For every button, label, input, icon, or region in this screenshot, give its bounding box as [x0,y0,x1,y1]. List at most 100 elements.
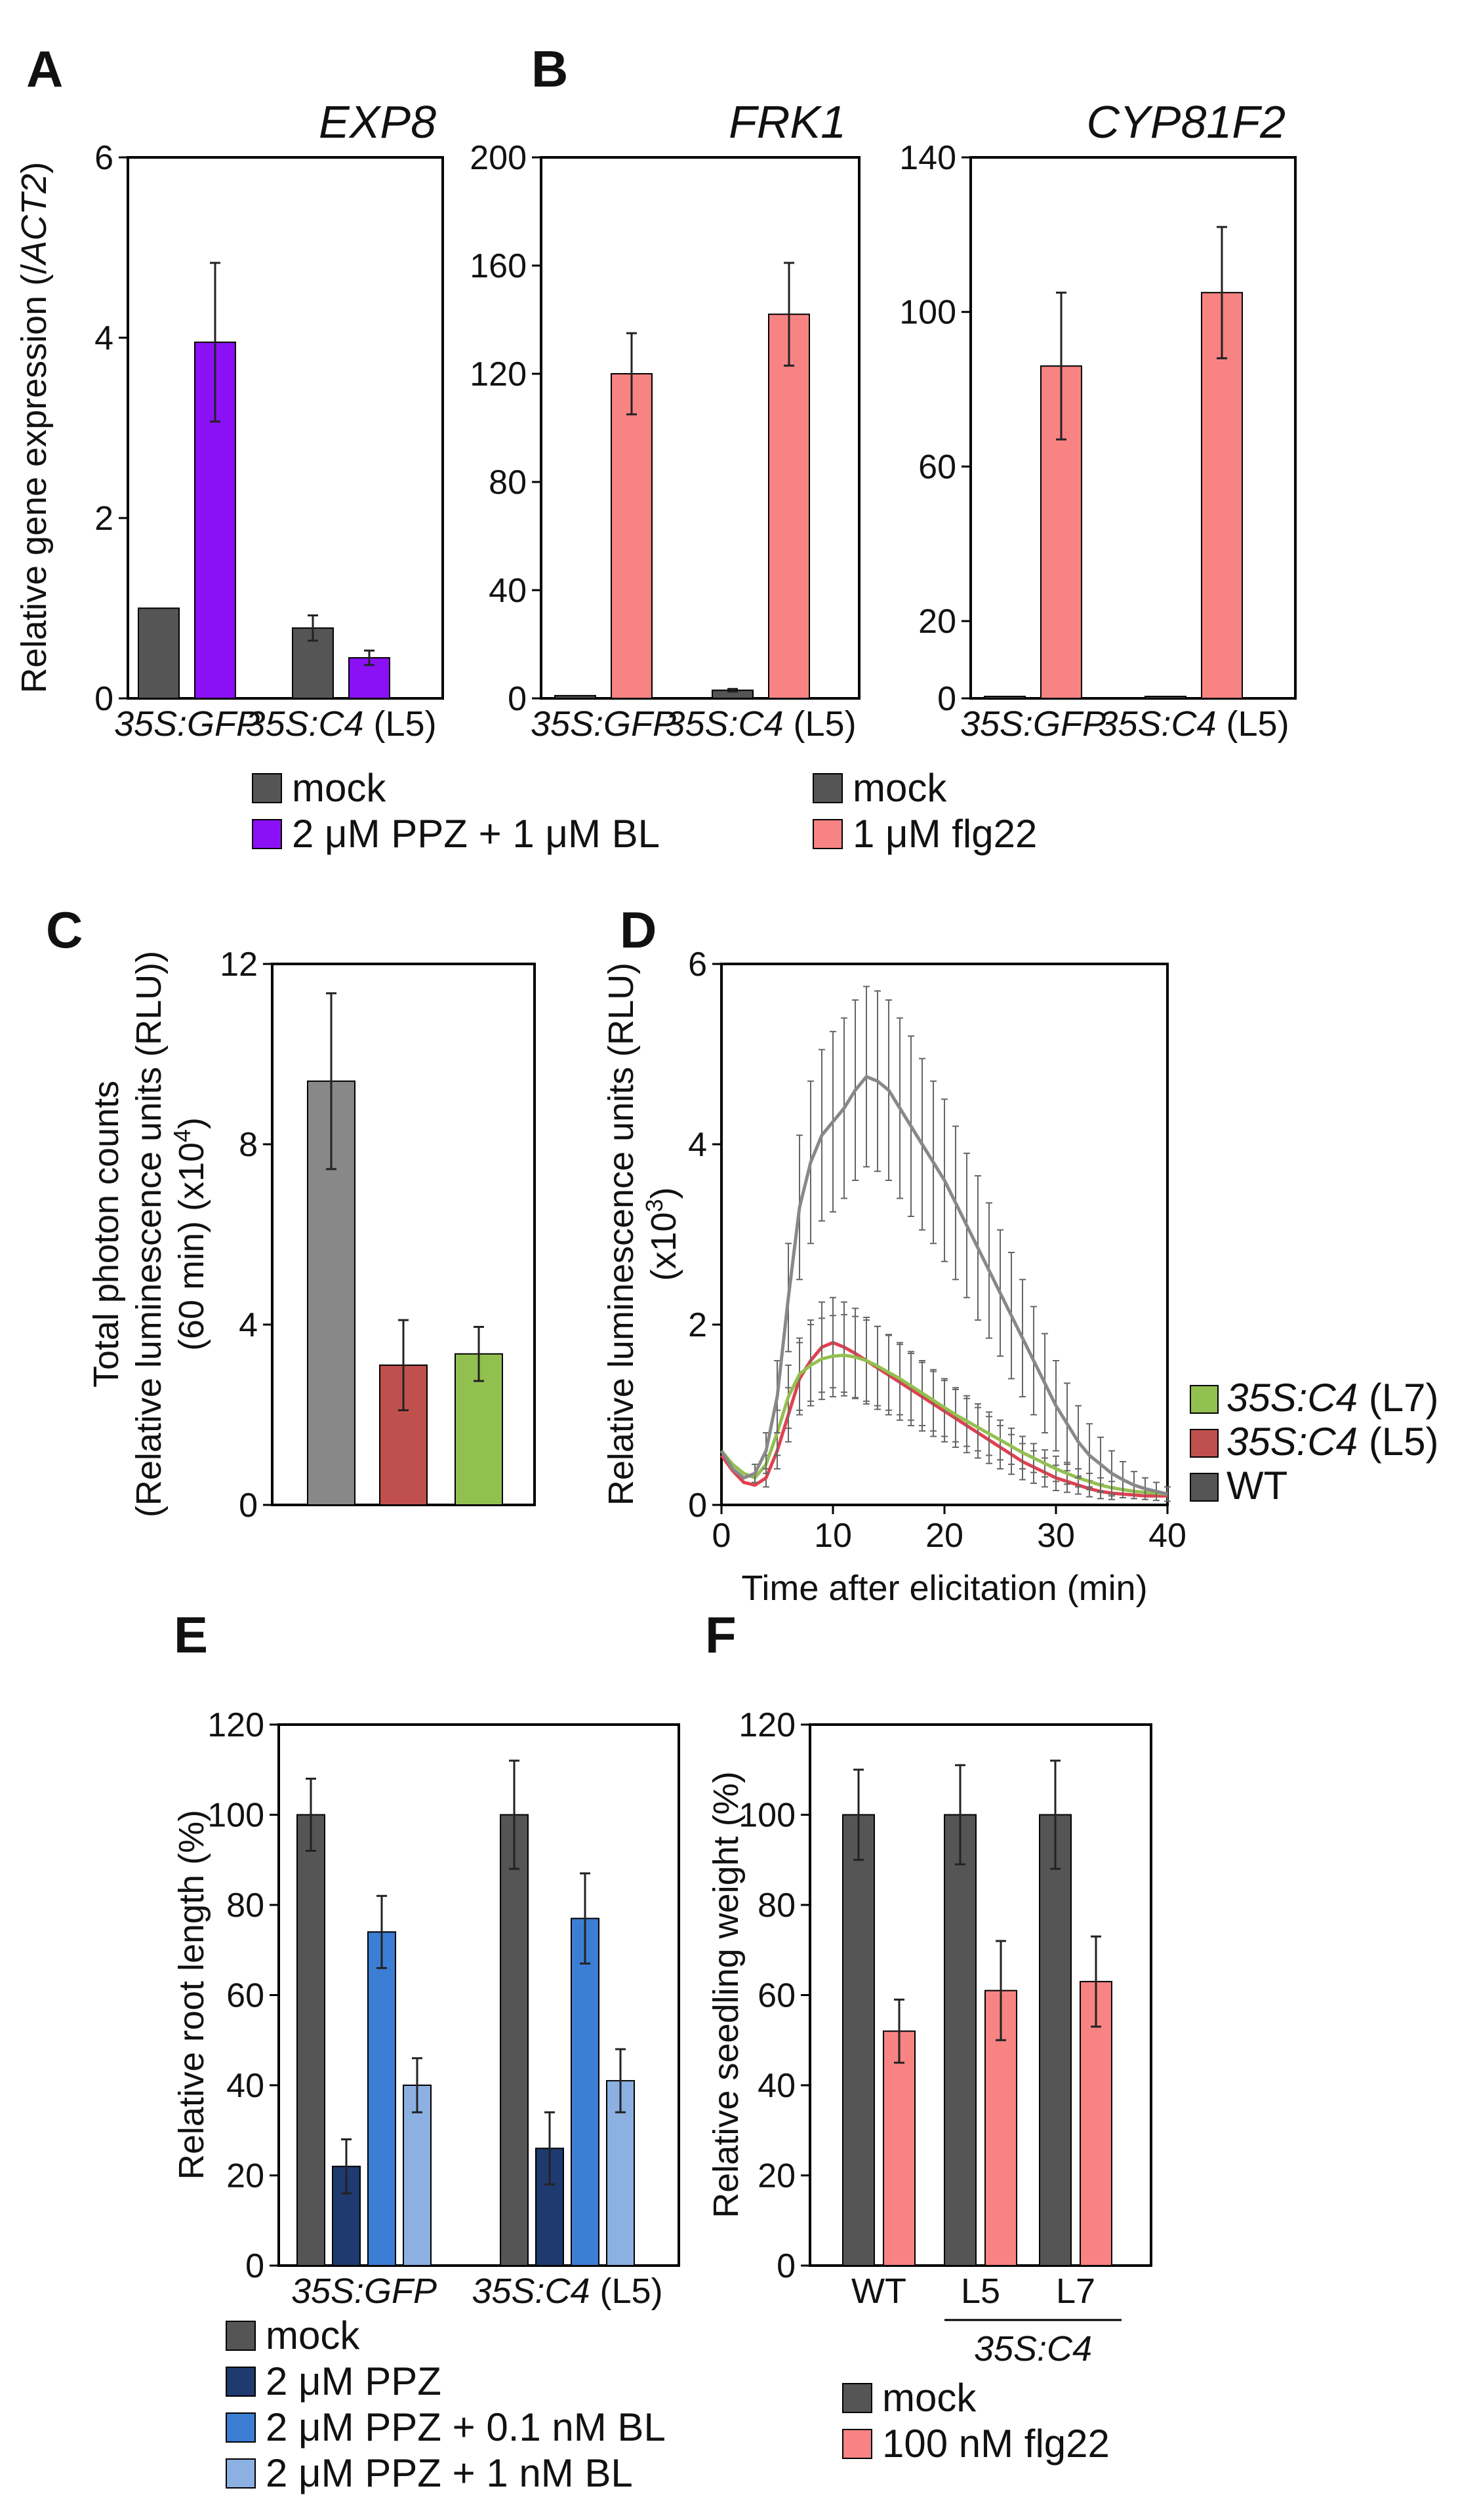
error-bar [996,1940,1006,2041]
legend-swatch-mock [842,2383,872,2413]
x-category-label: 35S:C4 (L5) [1098,704,1289,744]
y-tick-label: 0 [508,680,527,718]
legend-a: mock 2 μM PPZ + 1 μM BL [252,766,660,856]
error-bar [894,1998,904,2064]
y-tick-label: 4 [94,319,113,357]
error-bar [474,1325,484,1382]
legend-swatch-ppz-bl [252,819,282,849]
y-tick-label: 8 [239,1126,258,1164]
y-tick-label: 160 [470,247,527,285]
error-bar [306,1778,316,1852]
legend-label-mock: mock [266,2313,360,2357]
y-tick-label: 40 [489,572,527,610]
error-bar [509,1759,519,1870]
y-tick-label: 2 [688,1306,707,1344]
legend-swatch-mock [813,773,843,803]
x-category-label: WT [851,2271,906,2311]
legend-swatch-flg22 [813,819,843,849]
chart-a-exp8: EXP8 Relative gene expression (/ACT2) 35… [14,96,444,744]
chart-b-cyp81f2: CYP81F2 35S:GFP 35S:C4 (L5) 0 20 60 100 140 [899,96,1297,744]
x-tick-label: 20 [925,1517,963,1555]
bar-mock [944,1814,977,2266]
error-bar [626,332,637,416]
error-bar [1091,1935,1101,2028]
y-tick-label: 20 [758,2157,796,2195]
legend-label-mock: mock [882,2376,977,2420]
legend-label-mock: mock [853,766,947,810]
chart-f-seedling-weight: Relative seedling weight (%) WT L5 L7 35… [706,1706,1152,2466]
x-tick-label: 10 [814,1517,852,1555]
y-tick-label: 20 [918,603,956,641]
legend-swatch-wt [1190,1473,1219,1502]
error-bar [784,262,794,367]
x-category-label: 35S:C4 (L5) [665,704,856,744]
bar-mock [138,607,180,699]
bar-mock [1145,696,1186,700]
x-tick-label: 30 [1037,1517,1075,1555]
y-tick-label: 120 [739,1706,796,1744]
bar-1-m-flg22 [768,313,810,699]
legend-swatch-mock [252,773,282,803]
error-bar [1217,226,1227,359]
chart-e-root-length: Relative root length (%) 35S:GFP 35S:C4 … [172,1706,680,2495]
y-tick-label: 100 [207,1797,264,1835]
legend-label-mock: mock [292,766,386,810]
legend-swatch-l5 [1190,1429,1219,1458]
y-tick-label: 60 [918,448,956,486]
y-tick-label: 6 [688,946,707,984]
x-category-label: 35S:GFP [531,704,676,744]
y-tick-label: 120 [470,355,527,393]
error-bar [398,1319,409,1412]
bar-mock [554,694,596,699]
error-bar [580,1872,590,1965]
error-bar [364,649,375,666]
legend-label-l7: 35S:C4 (L7) [1226,1376,1439,1420]
bar-mock [296,1814,325,2266]
bar-mock [984,696,1026,700]
y-tick-label: 60 [758,1977,796,2015]
y-tick-label: 0 [688,1487,707,1525]
y-tick-label: 0 [245,2247,264,2285]
bar-2-m-ppz-0-1-nm-bl [571,1917,599,2266]
panel-letter-d: D [620,901,657,959]
error-bar [210,262,220,423]
panel-letter-e: E [174,1606,208,1664]
panel-letter-c: C [46,901,83,959]
error-bar [341,2138,352,2195]
y-tick-label: 0 [94,680,113,718]
legend-label-wt: WT [1226,1464,1287,1508]
legend-b: mock 1 μM flg22 [813,766,1037,856]
legend-label-flg22: 1 μM flg22 [853,812,1037,856]
series-line-wt [719,1074,1168,1496]
y-axis-label-line-3: (60 min) (x104) [169,1117,211,1351]
y-axis-label: Relative gene expression (/ACT2) [14,162,54,693]
x-tick-label: 40 [1148,1517,1186,1555]
bar-100-nm-flg22 [883,2030,916,2266]
error-bar [615,2048,626,2113]
bar-1-m-flg22 [1201,292,1243,699]
error-bar [1056,291,1066,441]
y-tick-label: 140 [899,139,956,177]
x-category-label: 35S:C4 (L5) [245,704,436,744]
y-tick-label: 12 [220,946,258,984]
y-tick-label: 40 [226,2067,264,2105]
y-tick-label: 40 [758,2067,796,2105]
x-axis-label: Time after elicitation (min) [741,1569,1147,1608]
chart-d-luminescence-time: Relative luminescence units (RLU) (x103)… [601,946,1439,1608]
error-bar [412,2057,422,2113]
legend-swatch-mock [226,2321,256,2351]
y-tick-label: 100 [899,294,956,332]
y-axis-label-line-2: (Relative luminescence units (RLU)) [129,951,169,1517]
y-tick-label: 100 [739,1797,796,1835]
y-tick-label: 0 [777,2247,796,2285]
legend-label-l5: 35S:C4 (L5) [1226,1420,1439,1464]
error-bar [853,1769,864,1861]
chart-title: CYP81F2 [1087,96,1286,148]
bar-100-nm-flg22 [1080,1980,1112,2266]
y-tick-label: 4 [239,1306,258,1344]
y-tick-label: 80 [758,1887,796,1925]
legend-swatch-ppz-1bl [226,2458,256,2489]
error-bar [727,688,738,693]
error-bar [376,1894,387,1969]
